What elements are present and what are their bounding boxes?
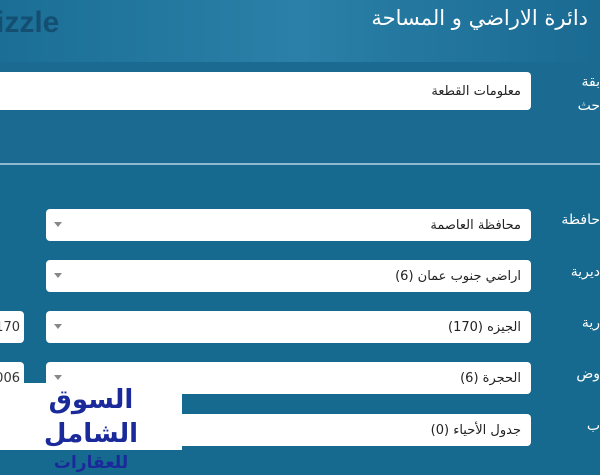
basin-label: وض: [576, 366, 600, 382]
basin-value: الحجرة (6): [460, 370, 521, 386]
chevron-down-icon: [54, 324, 62, 329]
divider: [0, 163, 600, 165]
neighborhood-value: جدول الأحياء (0): [430, 422, 521, 438]
village-code-input[interactable]: 170: [0, 311, 24, 343]
logo: السوق الشامل للعقارات: [0, 383, 182, 473]
search-type-value: معلومات القطعة: [431, 83, 521, 99]
directorate-select[interactable]: اراضي جنوب عمان (6): [46, 260, 531, 292]
logo-line-1: السوق الشامل: [43, 385, 139, 449]
village-select[interactable]: الجيزه (170): [46, 311, 531, 343]
village-value: الجيزه (170): [448, 319, 521, 335]
neighborhood-label: ب: [586, 418, 600, 434]
search-type-label-1: بقة: [581, 74, 600, 90]
watermark: izzle: [0, 6, 60, 39]
search-type-label-2: حث: [577, 98, 600, 114]
village-label: رية: [581, 315, 600, 331]
directorate-value: اراضي جنوب عمان (6): [395, 268, 521, 284]
search-type-panel: معلومات القطعة بقة حث: [0, 62, 600, 162]
governorate-select[interactable]: محافظة العاصمة: [46, 209, 531, 241]
chevron-down-icon: [54, 222, 62, 227]
directorate-label: ديرية: [570, 264, 600, 280]
governorate-value: محافظة العاصمة: [430, 217, 521, 233]
logo-line-2: للعقارات: [53, 453, 129, 473]
page-title: دائرة الاراضي و المساحة: [371, 6, 588, 30]
header: izzle دائرة الاراضي و المساحة: [0, 0, 600, 62]
search-type-select[interactable]: معلومات القطعة: [0, 72, 531, 110]
governorate-label: حافظة: [561, 212, 600, 228]
chevron-down-icon: [54, 273, 62, 278]
chevron-down-icon: [54, 375, 62, 380]
